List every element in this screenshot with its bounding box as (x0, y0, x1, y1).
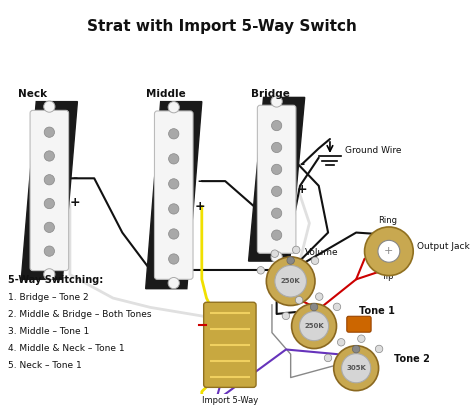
Text: Tip: Tip (382, 272, 394, 281)
Text: Volume: Volume (305, 247, 338, 256)
Circle shape (272, 186, 282, 197)
Text: Ground Wire: Ground Wire (345, 146, 401, 155)
Text: -: - (197, 175, 202, 188)
Circle shape (266, 257, 315, 306)
Circle shape (44, 127, 55, 138)
Text: Tone 1: Tone 1 (359, 306, 395, 316)
Circle shape (316, 293, 323, 300)
Text: 5-Way Switching:: 5-Way Switching: (8, 275, 103, 285)
Text: +: + (384, 246, 393, 256)
Text: 1. Bridge – Tone 2: 1. Bridge – Tone 2 (8, 293, 89, 302)
Circle shape (44, 151, 55, 161)
Circle shape (168, 102, 179, 113)
Circle shape (44, 101, 55, 112)
Circle shape (375, 345, 383, 353)
Circle shape (334, 346, 379, 391)
Text: 5. Neck – Tone 1: 5. Neck – Tone 1 (8, 361, 82, 370)
FancyBboxPatch shape (347, 316, 371, 332)
Circle shape (311, 257, 319, 264)
Text: 305K: 305K (346, 365, 366, 371)
Circle shape (337, 339, 345, 346)
Circle shape (271, 250, 279, 257)
Text: Strat with Import 5-Way Switch: Strat with Import 5-Way Switch (87, 19, 357, 34)
Text: Bridge: Bridge (251, 90, 290, 100)
Circle shape (352, 345, 360, 353)
Circle shape (169, 129, 179, 139)
Circle shape (272, 121, 282, 131)
Circle shape (282, 312, 290, 320)
Text: Neck: Neck (18, 90, 46, 100)
Circle shape (169, 204, 179, 214)
Circle shape (169, 154, 179, 164)
FancyBboxPatch shape (257, 105, 296, 253)
Circle shape (292, 304, 337, 349)
FancyBboxPatch shape (30, 110, 69, 271)
Text: 2. Middle & Bridge – Both Tones: 2. Middle & Bridge – Both Tones (8, 310, 152, 319)
Text: Tone 2: Tone 2 (393, 354, 429, 364)
Circle shape (44, 222, 55, 233)
Circle shape (272, 208, 282, 218)
Circle shape (272, 164, 282, 175)
Polygon shape (21, 102, 77, 279)
Circle shape (271, 96, 282, 107)
Circle shape (271, 252, 282, 263)
Text: Output Jack: Output Jack (417, 242, 470, 251)
Circle shape (292, 246, 300, 254)
Circle shape (169, 229, 179, 239)
Text: 4. Middle & Neck – Tone 1: 4. Middle & Neck – Tone 1 (8, 344, 125, 353)
Text: -: - (72, 172, 77, 185)
Circle shape (342, 354, 371, 383)
Circle shape (365, 227, 413, 275)
Circle shape (333, 303, 341, 311)
Circle shape (44, 198, 55, 209)
Circle shape (169, 179, 179, 189)
Circle shape (44, 269, 55, 280)
Circle shape (300, 311, 328, 341)
Circle shape (275, 266, 307, 297)
Circle shape (272, 142, 282, 153)
Circle shape (324, 354, 332, 362)
FancyBboxPatch shape (204, 302, 256, 387)
Text: Import 5-Way: Import 5-Way (202, 396, 258, 405)
Circle shape (378, 240, 400, 262)
Text: 3. Middle – Tone 1: 3. Middle – Tone 1 (8, 327, 90, 336)
Text: -: - (299, 158, 304, 171)
Circle shape (287, 257, 294, 264)
Text: +: + (297, 183, 307, 196)
Circle shape (310, 303, 318, 311)
Polygon shape (248, 97, 305, 261)
Circle shape (44, 246, 55, 256)
Circle shape (168, 278, 179, 289)
FancyBboxPatch shape (155, 111, 193, 279)
Text: Middle: Middle (146, 90, 185, 100)
Text: Ring: Ring (378, 216, 397, 225)
Polygon shape (146, 102, 202, 289)
Circle shape (169, 254, 179, 264)
Text: 250K: 250K (304, 323, 324, 329)
Circle shape (295, 297, 303, 304)
Circle shape (357, 335, 365, 342)
Text: +: + (195, 200, 205, 213)
Text: +: + (69, 196, 80, 209)
Circle shape (257, 266, 264, 274)
Circle shape (44, 175, 55, 185)
Text: 250K: 250K (281, 278, 301, 284)
Circle shape (272, 230, 282, 240)
